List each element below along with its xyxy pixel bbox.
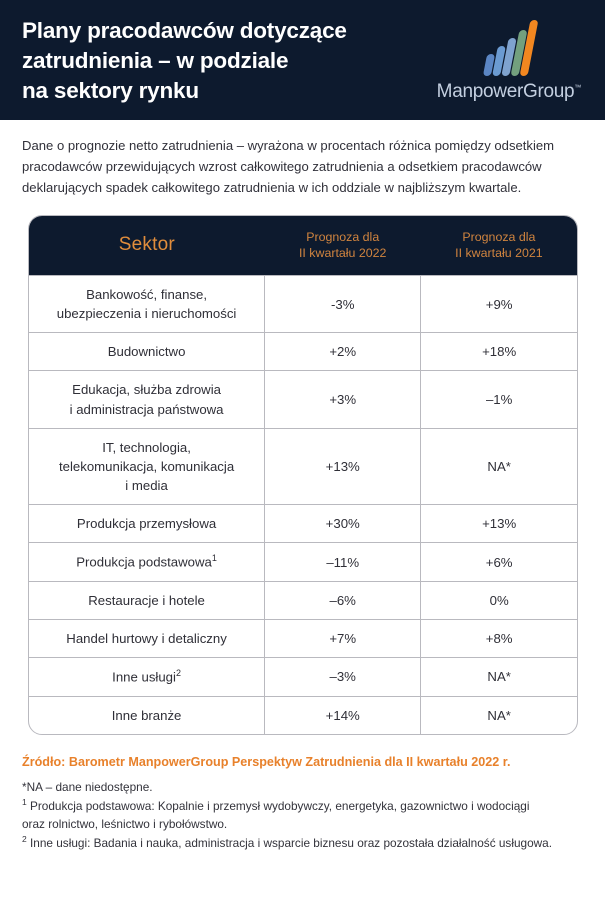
cell-sector: Bankowość, finanse, ubezpieczenia i nieru… [29,275,266,333]
table-row: Produkcja przemysłowa +30% +13% [29,504,577,543]
sector-label-line: Edukacja, służba zdrowia [72,382,221,398]
cell-q2022: –3% [264,657,422,697]
cell-q2022: +13% [264,427,422,505]
column-header-q2-2021-line2: II kwartału 2021 [455,245,543,260]
cell-sector: Inne branże [29,695,266,734]
table-header-row: Sektor Prognoza dla II kwartału 2022 Pro… [29,215,577,276]
cell-q2022: –6% [264,580,422,620]
column-header-q2-2022-line2: II kwartału 2022 [298,245,387,260]
cell-q2021: –1% [420,370,577,429]
cell-sector: Inne usługi2 [29,657,266,697]
intro-paragraph: Dane o prognozie netto zatrudnienia – wy… [22,138,555,195]
cell-q2021: +8% [420,618,577,658]
page-title-line-1: Plany pracodawców dotyczące [22,18,347,43]
manpowergroup-logo: ManpowerGroup™ [437,14,589,103]
footnote-2-marker: 2 [22,833,27,844]
footnote-1-line1: Produkcja podstawowa: Kopalnie i przemys… [26,799,530,814]
column-header-q2-2021: Prognoza dla II kwartału 2021 [421,216,577,276]
sector-footnote-marker: 2 [175,668,181,679]
table-header: Sektor Prognoza dla II kwartału 2022 Pro… [29,215,577,276]
cell-sector: Handel hurtowy i detaliczny [29,618,266,658]
table-row: Inne usługi2 –3% NA* [29,657,577,697]
column-header-sector: Sektor [118,233,175,255]
cell-q2021: +13% [420,504,577,543]
cell-q2021: NA* [420,427,577,505]
sector-label-line: telekomunikacja, komunikacja [58,458,235,474]
sector-label-line: Bankowość, finanse, [86,287,208,303]
cell-q2021: +6% [420,542,577,582]
header-banner: Plany pracodawców dotyczące zatrudnienia… [0,0,605,120]
footnote-na: *NA – dane niedostępne. [22,780,153,795]
cell-sector: Restauracje i hotele [29,580,266,620]
table-row: Bankowość, finanse, ubezpieczenia i nieru… [29,275,577,333]
sector-label-line: Produkcja przemysłowa [76,516,217,532]
sector-label-line: Handel hurtowy i detaliczny [66,631,227,646]
cell-q2022: -3% [264,275,422,333]
cell-sector: Edukacja, służba zdrowia i administracja … [29,370,266,429]
sector-label-line: ubezpieczenia i nieruchomości [56,306,237,322]
table-row: Budownictwo +2% +18% [29,332,577,371]
logo-wordmark-text: ManpowerGroup [436,81,575,102]
forecast-table: Sektor Prognoza dla II kwartału 2022 Pro… [29,215,577,734]
source-line: Źródło: Barometr ManpowerGroup Perspekty… [22,754,511,769]
cell-q2022: +7% [264,618,422,658]
table-row: Handel hurtowy i detaliczny +7% +8% [29,618,577,658]
footnote-1: 1 Produkcja podstawowa: Kopalnie i przem… [22,796,591,815]
table-body: Bankowość, finanse, ubezpieczenia i nieru… [29,275,577,734]
sector-label-line: Inne usługi2 [112,668,181,685]
cell-q2021: +9% [420,275,577,333]
table-row: Produkcja podstawowa1 –11% +6% [29,542,577,582]
page-title-line-2: zatrudnienia – w podziale [22,47,289,73]
sector-label-line: Inne branże [111,707,182,723]
cell-q2022: –11% [264,542,422,582]
column-header-q2-2021-line1: Prognoza dla [462,229,536,244]
trademark-symbol: ™ [574,84,581,92]
cell-sector: IT, technologia, telekomunikacja, komunik… [29,427,266,505]
forecast-table-container: Sektor Prognoza dla II kwartału 2022 Pro… [28,214,578,735]
sector-footnote-marker: 1 [211,553,217,564]
footnote-1-cont: oraz rolnictwo, leśnictwo i rybołówstwo. [22,816,228,831]
page-title: Plany pracodawców dotyczące zatrudnienia… [22,14,347,106]
cell-q2022: +3% [264,370,422,429]
sector-label-line: Produkcja podstawowa1 [76,553,217,570]
page-title-line-3: na sektory rynku [22,77,199,103]
footnotes: *NA – dane niedostępne. 1 Produkcja pods… [0,770,605,852]
logo-bars-icon [482,20,539,76]
cell-q2021: NA* [420,695,577,734]
cell-q2021: NA* [420,657,577,697]
table-row: Restauracje i hotele –6% 0% [29,580,577,620]
sector-label-line: Restauracje i hotele [88,592,205,608]
sector-label-line: i media [125,478,168,494]
cell-q2021: +18% [420,332,577,371]
sector-label-line: IT, technologia, [102,439,191,455]
column-header-q2-2022: Prognoza dla II kwartału 2022 [265,216,421,276]
sector-label-line: Budownictwo [107,344,186,360]
cell-q2022: +2% [264,332,422,371]
logo-wordmark: ManpowerGroup™ [436,81,582,103]
cell-sector: Produkcja podstawowa1 [29,542,266,582]
table-row: Inne branże +14% NA* [29,695,577,734]
cell-sector: Budownictwo [29,332,266,371]
column-header-q2-2022-line1: Prognoza dla [306,229,380,244]
cell-q2021: 0% [420,580,577,620]
cell-q2022: +14% [264,695,422,734]
footnote-1-marker: 1 [22,797,27,808]
table-row: Edukacja, służba zdrowia i administracja … [29,370,577,429]
footnote-2: 2 Inne usługi: Badania i nauka, administ… [22,833,591,852]
table-row: IT, technologia, telekomunikacja, komunik… [29,427,577,505]
footnote-2-text: Inne usługi: Badania i nauka, administra… [26,835,552,850]
sector-label-line: i administracja państwowa [69,401,224,417]
cell-q2022: +30% [264,504,422,543]
cell-sector: Produkcja przemysłowa [29,504,266,543]
